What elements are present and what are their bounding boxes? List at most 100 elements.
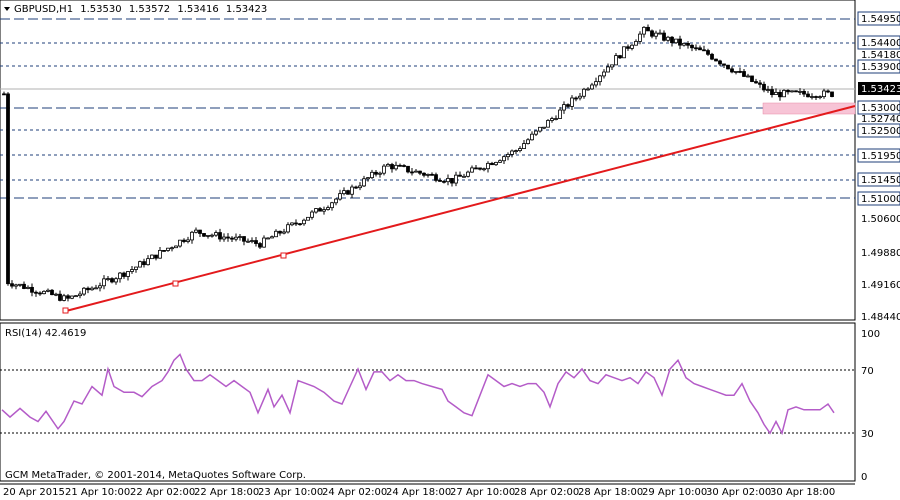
candle [230, 236, 234, 243]
time-axis-label: 23 Apr 10:00 [258, 487, 323, 498]
candle [586, 87, 590, 91]
rsi-line [1, 353, 835, 436]
candle [510, 149, 514, 158]
candle [542, 126, 546, 130]
candle [90, 286, 94, 291]
candle [102, 275, 106, 290]
svg-text:1.51950: 1.51950 [861, 151, 900, 162]
candle [66, 294, 70, 302]
candle [218, 228, 222, 242]
candle [770, 85, 774, 98]
candle [250, 237, 254, 244]
candle [162, 249, 166, 252]
price-axis-boxed-label: 1.53900 [857, 59, 900, 74]
candle [386, 162, 390, 167]
time-axis-label: 24 Apr 18:00 [386, 487, 451, 498]
candle [374, 170, 378, 177]
candle [234, 233, 238, 242]
candle [506, 152, 510, 161]
candle [582, 87, 586, 99]
candle [438, 177, 442, 182]
candle [146, 255, 150, 266]
candle [342, 187, 346, 196]
candle [750, 75, 754, 83]
trendline-anchor-handle[interactable] [62, 307, 69, 314]
time-axis-label: 20 Apr 2015 [3, 487, 65, 498]
time-axis-label: 22 Apr 02:00 [130, 487, 195, 498]
candle [174, 245, 178, 249]
candle [318, 206, 322, 212]
candle [86, 286, 90, 294]
price-axis-label: 1.49880 [861, 248, 900, 259]
time-axis: 20 Apr 2015 21 Apr 10:00 22 Apr 02:00 22… [0, 483, 855, 498]
candle [258, 242, 262, 250]
candle [354, 185, 358, 189]
candle [534, 130, 538, 137]
candle [458, 171, 462, 177]
candle [394, 161, 398, 171]
candle [794, 90, 798, 93]
candle [370, 169, 374, 179]
candle [722, 63, 726, 68]
candle [554, 115, 558, 121]
candle [330, 201, 334, 211]
time-axis-label: 28 Apr 18:00 [578, 487, 643, 498]
candle [538, 126, 542, 133]
candle [22, 281, 26, 290]
candle [634, 39, 638, 46]
trendline-segment[interactable] [65, 105, 856, 312]
candle [82, 286, 86, 296]
trendline-anchor-handle[interactable] [280, 252, 287, 259]
candle [654, 30, 658, 40]
candle [226, 233, 230, 242]
candle [194, 227, 198, 234]
candle [702, 45, 706, 52]
candle [738, 67, 742, 74]
candle [422, 172, 426, 178]
current-price-tag: 1.53423 [858, 82, 900, 95]
candle [334, 198, 338, 206]
candle [198, 229, 202, 238]
svg-text:1.53000: 1.53000 [861, 103, 900, 114]
time-axis-label: 28 Apr 02:00 [514, 487, 579, 498]
candle [610, 64, 614, 70]
candle [242, 236, 246, 246]
price-axis-boxed-label: 1.54400 [857, 35, 900, 50]
candle [10, 280, 14, 289]
candle [42, 290, 46, 295]
candle [514, 149, 518, 155]
candle [114, 277, 118, 285]
price-axis-label: 1.50600 [861, 214, 900, 225]
trendline-anchor-handle[interactable] [172, 280, 179, 287]
candle [58, 290, 62, 302]
candle [54, 292, 58, 297]
candle [730, 66, 734, 74]
candle [426, 173, 430, 178]
candle [802, 89, 806, 97]
candle [170, 246, 174, 252]
candle [166, 247, 170, 252]
candle [670, 35, 674, 47]
candle [742, 68, 746, 78]
candle [478, 167, 482, 171]
candle [366, 177, 370, 182]
dropdown-triangle-icon[interactable] [4, 7, 10, 11]
support-zone[interactable] [762, 102, 856, 115]
candle [266, 237, 270, 240]
candle [714, 58, 718, 62]
svg-text:1.51000: 1.51000 [861, 194, 900, 205]
trendline[interactable] [62, 105, 856, 314]
candle [466, 170, 470, 178]
candle [762, 81, 766, 93]
candle [390, 162, 394, 173]
candle [50, 288, 54, 296]
candle [70, 295, 74, 300]
candle [782, 89, 786, 98]
candle [382, 163, 386, 176]
candle [110, 277, 114, 284]
candle [2, 91, 6, 96]
price-axis-label: 1.49160 [861, 280, 900, 291]
price-axis-boxed-label: 1.51450 [857, 172, 900, 187]
candle [378, 171, 382, 178]
